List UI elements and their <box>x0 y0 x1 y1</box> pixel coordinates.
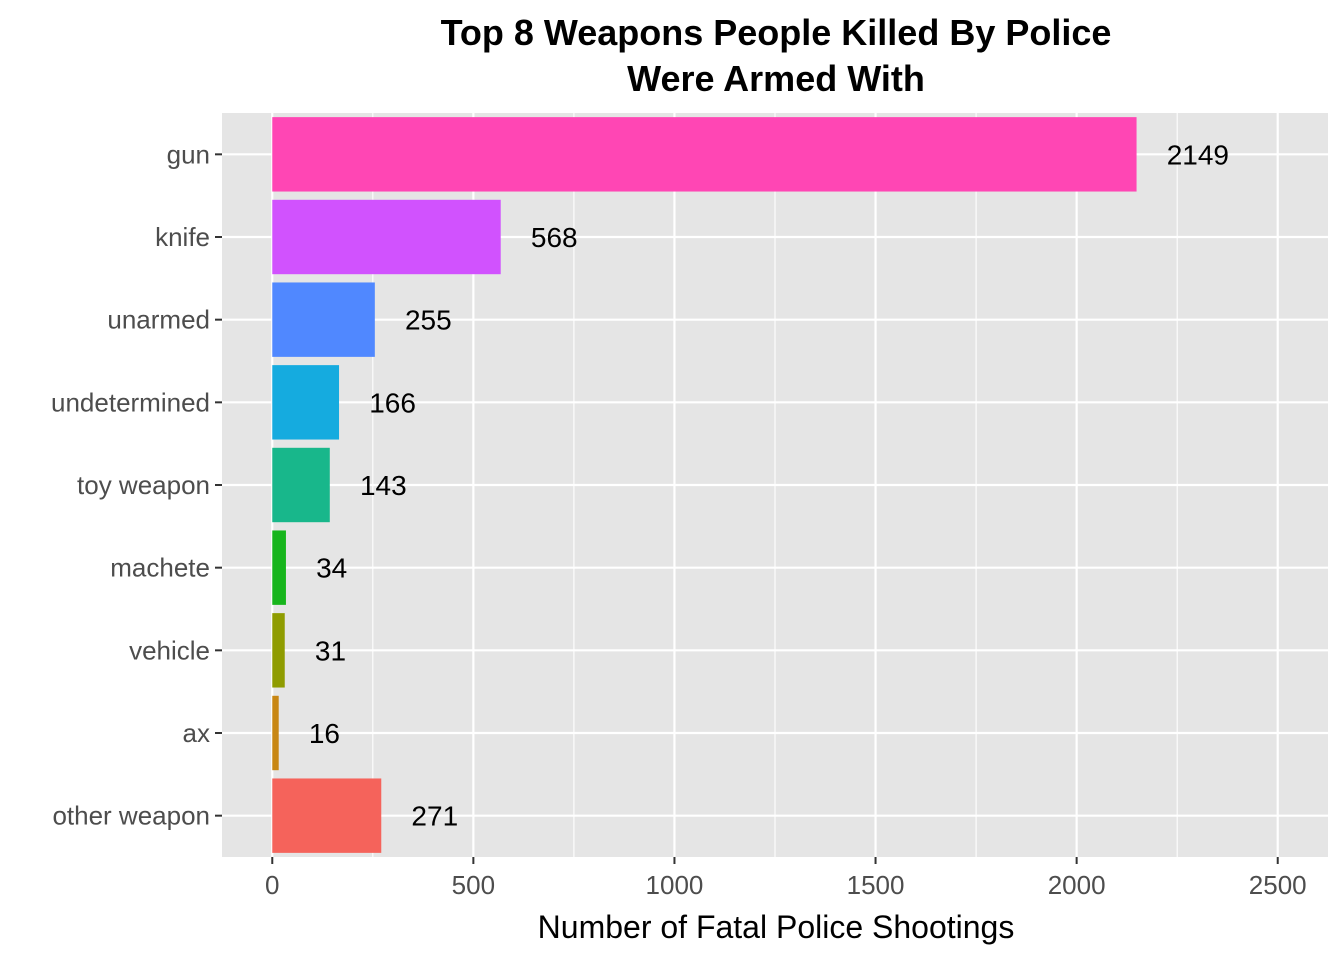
data-label-unarmed: 255 <box>405 305 452 336</box>
bar-gun <box>272 117 1137 192</box>
y-axis: gun knife unarmed undetermined toy weapon mac… <box>51 139 222 831</box>
y-tick-label: machete <box>110 553 210 583</box>
x-tick-label: 1000 <box>646 870 704 900</box>
data-labels: 2149 568 255 166 143 34 31 16 271 <box>309 139 1229 831</box>
y-tick-label: toy weapon <box>77 470 210 500</box>
data-label-ax: 16 <box>309 718 340 749</box>
bar-vehicle <box>272 613 285 688</box>
chart-title-line-1: Top 8 Weapons People Killed By Police <box>441 12 1112 53</box>
bar-undetermined <box>272 365 340 440</box>
data-label-vehicle: 31 <box>315 635 346 666</box>
major-gridlines <box>222 113 1328 857</box>
bar-unarmed <box>272 282 375 357</box>
x-axis-label: Number of Fatal Police Shootings <box>538 909 1015 945</box>
data-label-toy-weapon: 143 <box>360 470 407 501</box>
x-tick-label: 2000 <box>1048 870 1106 900</box>
y-tick-label: vehicle <box>129 635 210 665</box>
x-tick-label: 0 <box>265 870 279 900</box>
y-tick-label: ax <box>183 718 210 748</box>
x-tick-label: 2500 <box>1249 870 1307 900</box>
y-tick-label: gun <box>167 139 210 169</box>
data-label-machete: 34 <box>316 553 347 584</box>
y-tick-label: undetermined <box>51 387 210 417</box>
x-tick-label: 500 <box>452 870 495 900</box>
data-label-other-weapon: 271 <box>411 801 458 832</box>
chart-title-line-2: Were Armed With <box>627 58 925 99</box>
bar-ax <box>272 695 279 771</box>
bar-knife <box>272 199 501 275</box>
data-label-undetermined: 166 <box>369 387 416 418</box>
data-label-knife: 568 <box>531 222 578 253</box>
data-label-gun: 2149 <box>1167 139 1229 170</box>
y-tick-label: knife <box>155 222 210 252</box>
bars <box>272 117 1137 853</box>
x-tick-label: 1500 <box>847 870 905 900</box>
bar-other-weapon <box>272 778 382 853</box>
y-tick-label: other weapon <box>52 801 210 831</box>
bar-machete <box>272 530 286 605</box>
bar-toy-weapon <box>272 447 330 523</box>
x-axis: 0 500 1000 1500 2000 2500 <box>265 857 1307 900</box>
y-tick-label: unarmed <box>107 305 210 335</box>
